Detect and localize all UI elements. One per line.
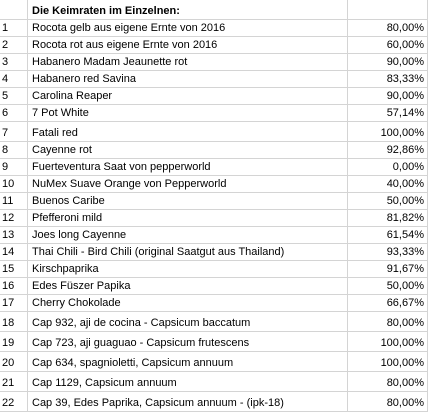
variety-name-cell[interactable]: Edes Füszer Papika [28, 278, 348, 295]
germination-rate-cell[interactable]: 61,54% [348, 227, 428, 244]
variety-name-cell[interactable]: Rocota rot aus eigene Ernte von 2016 [28, 37, 348, 54]
germination-rate-cell[interactable]: 91,67% [348, 261, 428, 278]
row-number-cell[interactable]: 7 [0, 122, 28, 142]
table-row: 22 Cap 39, Edes Paprika, Capsicum annuum … [0, 392, 431, 412]
variety-name-cell[interactable]: Fatali red [28, 122, 348, 142]
row-number-cell[interactable]: 2 [0, 37, 28, 54]
table-row: 19 Cap 723, aji guaguao - Capsicum frutes… [0, 332, 431, 352]
germination-rate-cell[interactable]: 81,82% [348, 210, 428, 227]
table-row: 2 Rocota rot aus eigene Ernte von 2016 60,… [0, 37, 431, 54]
variety-name-cell[interactable]: Habanero red Savina [28, 71, 348, 88]
germination-rate-cell[interactable]: 80,00% [348, 312, 428, 332]
variety-name-cell[interactable]: Cap 723, aji guaguao - Capsicum frutesce… [28, 332, 348, 352]
row-number-cell[interactable]: 22 [0, 392, 28, 412]
row-number-cell[interactable]: 3 [0, 54, 28, 71]
row-number-cell[interactable]: 18 [0, 312, 28, 332]
variety-name-cell[interactable]: Kirschpaprika [28, 261, 348, 278]
table-row: 11 Buenos Caribe 50,00% [0, 193, 431, 210]
row-number-cell[interactable]: 20 [0, 352, 28, 372]
variety-name-cell[interactable]: Buenos Caribe [28, 193, 348, 210]
germination-rate-cell[interactable]: 93,33% [348, 244, 428, 261]
table-row: 20 Cap 634, spagnioletti, Capsicum annuum… [0, 352, 431, 372]
table-row: 8 Cayenne rot 92,86% [0, 142, 431, 159]
germination-rate-cell[interactable]: 50,00% [348, 193, 428, 210]
variety-name-cell[interactable]: Fuerteventura Saat von pepperworld [28, 159, 348, 176]
germination-rate-cell[interactable]: 0,00% [348, 159, 428, 176]
germination-rate-cell[interactable]: 50,00% [348, 278, 428, 295]
variety-name-cell[interactable]: Cherry Chokolade [28, 295, 348, 312]
row-number-cell[interactable]: 8 [0, 142, 28, 159]
germination-rate-cell[interactable]: 83,33% [348, 71, 428, 88]
row-number-cell[interactable]: 17 [0, 295, 28, 312]
variety-name-cell[interactable]: Joes long Cayenne [28, 227, 348, 244]
row-number-cell[interactable]: 21 [0, 372, 28, 392]
row-number-cell[interactable]: 9 [0, 159, 28, 176]
row-number-cell[interactable]: 10 [0, 176, 28, 193]
table-row: 10 NuMex Suave Orange von Pepperworld 40,0… [0, 176, 431, 193]
variety-name-cell[interactable]: Thai Chili - Bird Chili (original Saatgu… [28, 244, 348, 261]
header-row: Die Keimraten im Einzelnen: [0, 0, 431, 20]
germination-rate-cell[interactable]: 40,00% [348, 176, 428, 193]
germination-rate-cell[interactable]: 57,14% [348, 105, 428, 122]
variety-name-cell[interactable]: Cap 634, spagnioletti, Capsicum annuum [28, 352, 348, 372]
row-number-cell[interactable]: 14 [0, 244, 28, 261]
germination-rate-cell[interactable]: 80,00% [348, 20, 428, 37]
row-number-cell[interactable]: 19 [0, 332, 28, 352]
germination-rate-cell[interactable]: 90,00% [348, 54, 428, 71]
variety-name-cell[interactable]: Pfefferoni mild [28, 210, 348, 227]
germination-rate-cell[interactable]: 100,00% [348, 122, 428, 142]
germination-rate-cell[interactable]: 80,00% [348, 392, 428, 412]
row-number-cell[interactable]: 15 [0, 261, 28, 278]
row-number-cell[interactable]: 6 [0, 105, 28, 122]
variety-name-cell[interactable]: Cap 932, aji de cocina - Capsicum baccat… [28, 312, 348, 332]
variety-name-cell[interactable]: Carolina Reaper [28, 88, 348, 105]
sheet-edge [428, 0, 431, 412]
row-number-cell[interactable]: 16 [0, 278, 28, 295]
germination-rate-cell[interactable]: 66,67% [348, 295, 428, 312]
header-value-cell[interactable] [348, 0, 428, 20]
table-row: 12 Pfefferoni mild 81,82% [0, 210, 431, 227]
variety-name-cell[interactable]: 7 Pot White [28, 105, 348, 122]
row-number-cell[interactable]: 13 [0, 227, 28, 244]
table-row: 13 Joes long Cayenne 61,54% [0, 227, 431, 244]
row-number-cell[interactable]: 12 [0, 210, 28, 227]
table-row: 1 Rocota gelb aus eigene Ernte von 2016 80… [0, 20, 431, 37]
row-number-cell[interactable]: 1 [0, 20, 28, 37]
table-row: 21 Cap 1129, Capsicum annuum 80,00% [0, 372, 431, 392]
germination-rate-cell[interactable]: 100,00% [348, 352, 428, 372]
table-row: 5 Carolina Reaper 90,00% [0, 88, 431, 105]
header-title-cell[interactable]: Die Keimraten im Einzelnen: [28, 0, 348, 20]
table-row: 15 Kirschpaprika 91,67% [0, 261, 431, 278]
germination-rate-cell[interactable]: 80,00% [348, 372, 428, 392]
table-row: 16 Edes Füszer Papika 50,00% [0, 278, 431, 295]
germination-rate-cell[interactable]: 90,00% [348, 88, 428, 105]
table-row: 17 Cherry Chokolade 66,67% [0, 295, 431, 312]
variety-name-cell[interactable]: Rocota gelb aus eigene Ernte von 2016 [28, 20, 348, 37]
table-row: 3 Habanero Madam Jeaunette rot 90,00% [0, 54, 431, 71]
row-number-cell[interactable]: 5 [0, 88, 28, 105]
variety-name-cell[interactable]: Cap 39, Edes Paprika, Capsicum annuum - … [28, 392, 348, 412]
germination-rate-cell[interactable]: 92,86% [348, 142, 428, 159]
table-row: 4 Habanero red Savina 83,33% [0, 71, 431, 88]
table-row: 9 Fuerteventura Saat von pepperworld 0,00% [0, 159, 431, 176]
header-num-cell[interactable] [0, 0, 28, 20]
variety-name-cell[interactable]: Cap 1129, Capsicum annuum [28, 372, 348, 392]
table-row: 18 Cap 932, aji de cocina - Capsicum bacc… [0, 312, 431, 332]
germination-rate-cell[interactable]: 100,00% [348, 332, 428, 352]
row-number-cell[interactable]: 4 [0, 71, 28, 88]
variety-name-cell[interactable]: Habanero Madam Jeaunette rot [28, 54, 348, 71]
variety-name-cell[interactable]: Cayenne rot [28, 142, 348, 159]
table-row: 7 Fatali red 100,00% [0, 122, 431, 142]
table-row: 14 Thai Chili - Bird Chili (original Saat… [0, 244, 431, 261]
germination-rate-cell[interactable]: 60,00% [348, 37, 428, 54]
row-number-cell[interactable]: 11 [0, 193, 28, 210]
variety-name-cell[interactable]: NuMex Suave Orange von Pepperworld [28, 176, 348, 193]
